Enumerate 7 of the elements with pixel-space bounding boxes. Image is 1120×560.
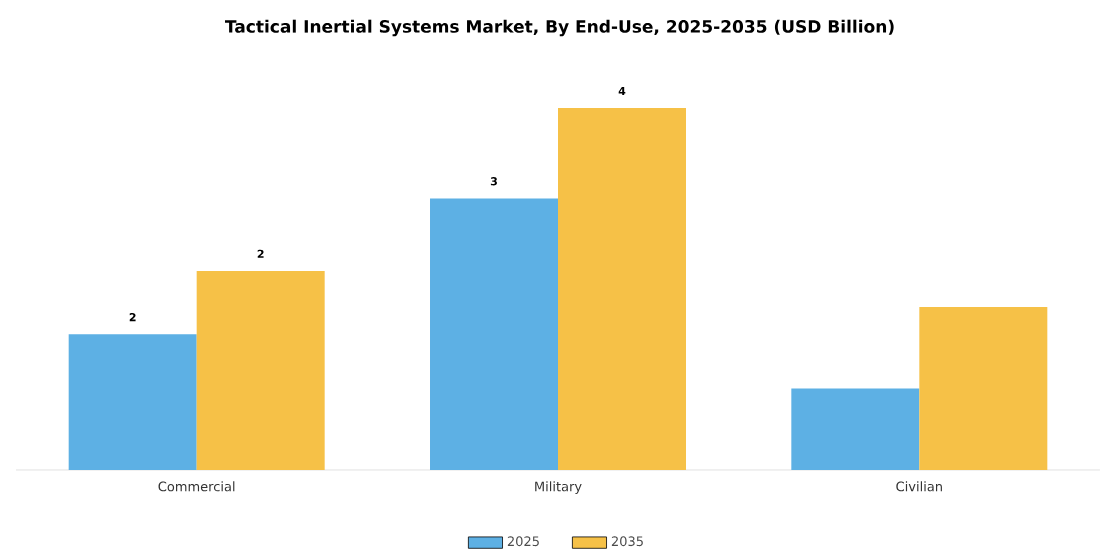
- bar: [558, 107, 686, 470]
- bar: [430, 198, 558, 470]
- chart-title: Tactical Inertial Systems Market, By End-Use, 2025-2035 (USD Billion): [225, 19, 894, 37]
- bar: [791, 388, 920, 470]
- bar: [919, 307, 1048, 470]
- bar: [196, 270, 325, 470]
- bar: [68, 334, 197, 470]
